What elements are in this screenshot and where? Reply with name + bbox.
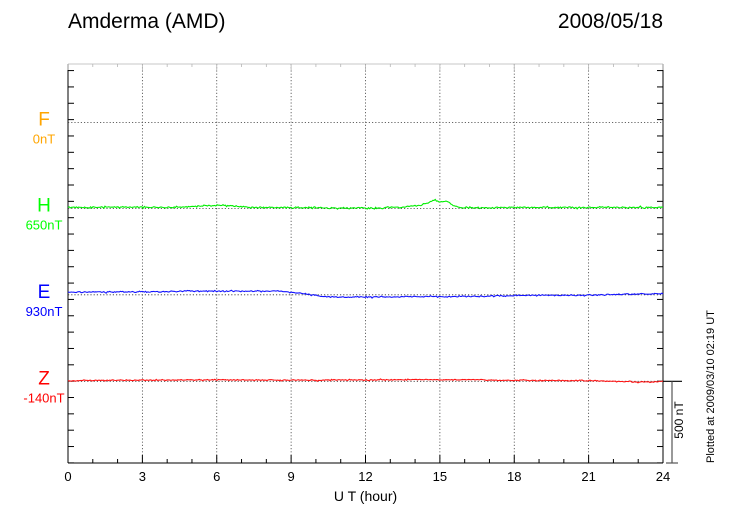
svg-text:Amderma (AMD): Amderma (AMD) [68, 10, 226, 33]
svg-text:24: 24 [656, 469, 670, 484]
svg-text:0nT: 0nT [33, 132, 55, 147]
svg-text:-140nT: -140nT [23, 390, 64, 405]
svg-text:Plotted at 2009/03/10 02:19 UT: Plotted at 2009/03/10 02:19 UT [705, 310, 717, 463]
svg-text:Z: Z [38, 368, 50, 389]
svg-text:21: 21 [581, 469, 595, 484]
svg-text:H: H [37, 196, 51, 217]
svg-text:18: 18 [507, 469, 521, 484]
svg-text:500 nT: 500 nT [672, 401, 686, 439]
svg-text:3: 3 [139, 469, 146, 484]
svg-text:E: E [38, 282, 51, 303]
svg-text:F: F [38, 110, 50, 131]
svg-text:U T (hour): U T (hour) [334, 488, 397, 504]
svg-text:650nT: 650nT [26, 218, 63, 233]
svg-text:2008/05/18: 2008/05/18 [558, 10, 663, 33]
svg-text:930nT: 930nT [26, 304, 63, 319]
svg-text:6: 6 [213, 469, 220, 484]
svg-text:12: 12 [358, 469, 372, 484]
svg-text:0: 0 [64, 469, 71, 484]
svg-text:9: 9 [288, 469, 295, 484]
svg-text:15: 15 [433, 469, 447, 484]
